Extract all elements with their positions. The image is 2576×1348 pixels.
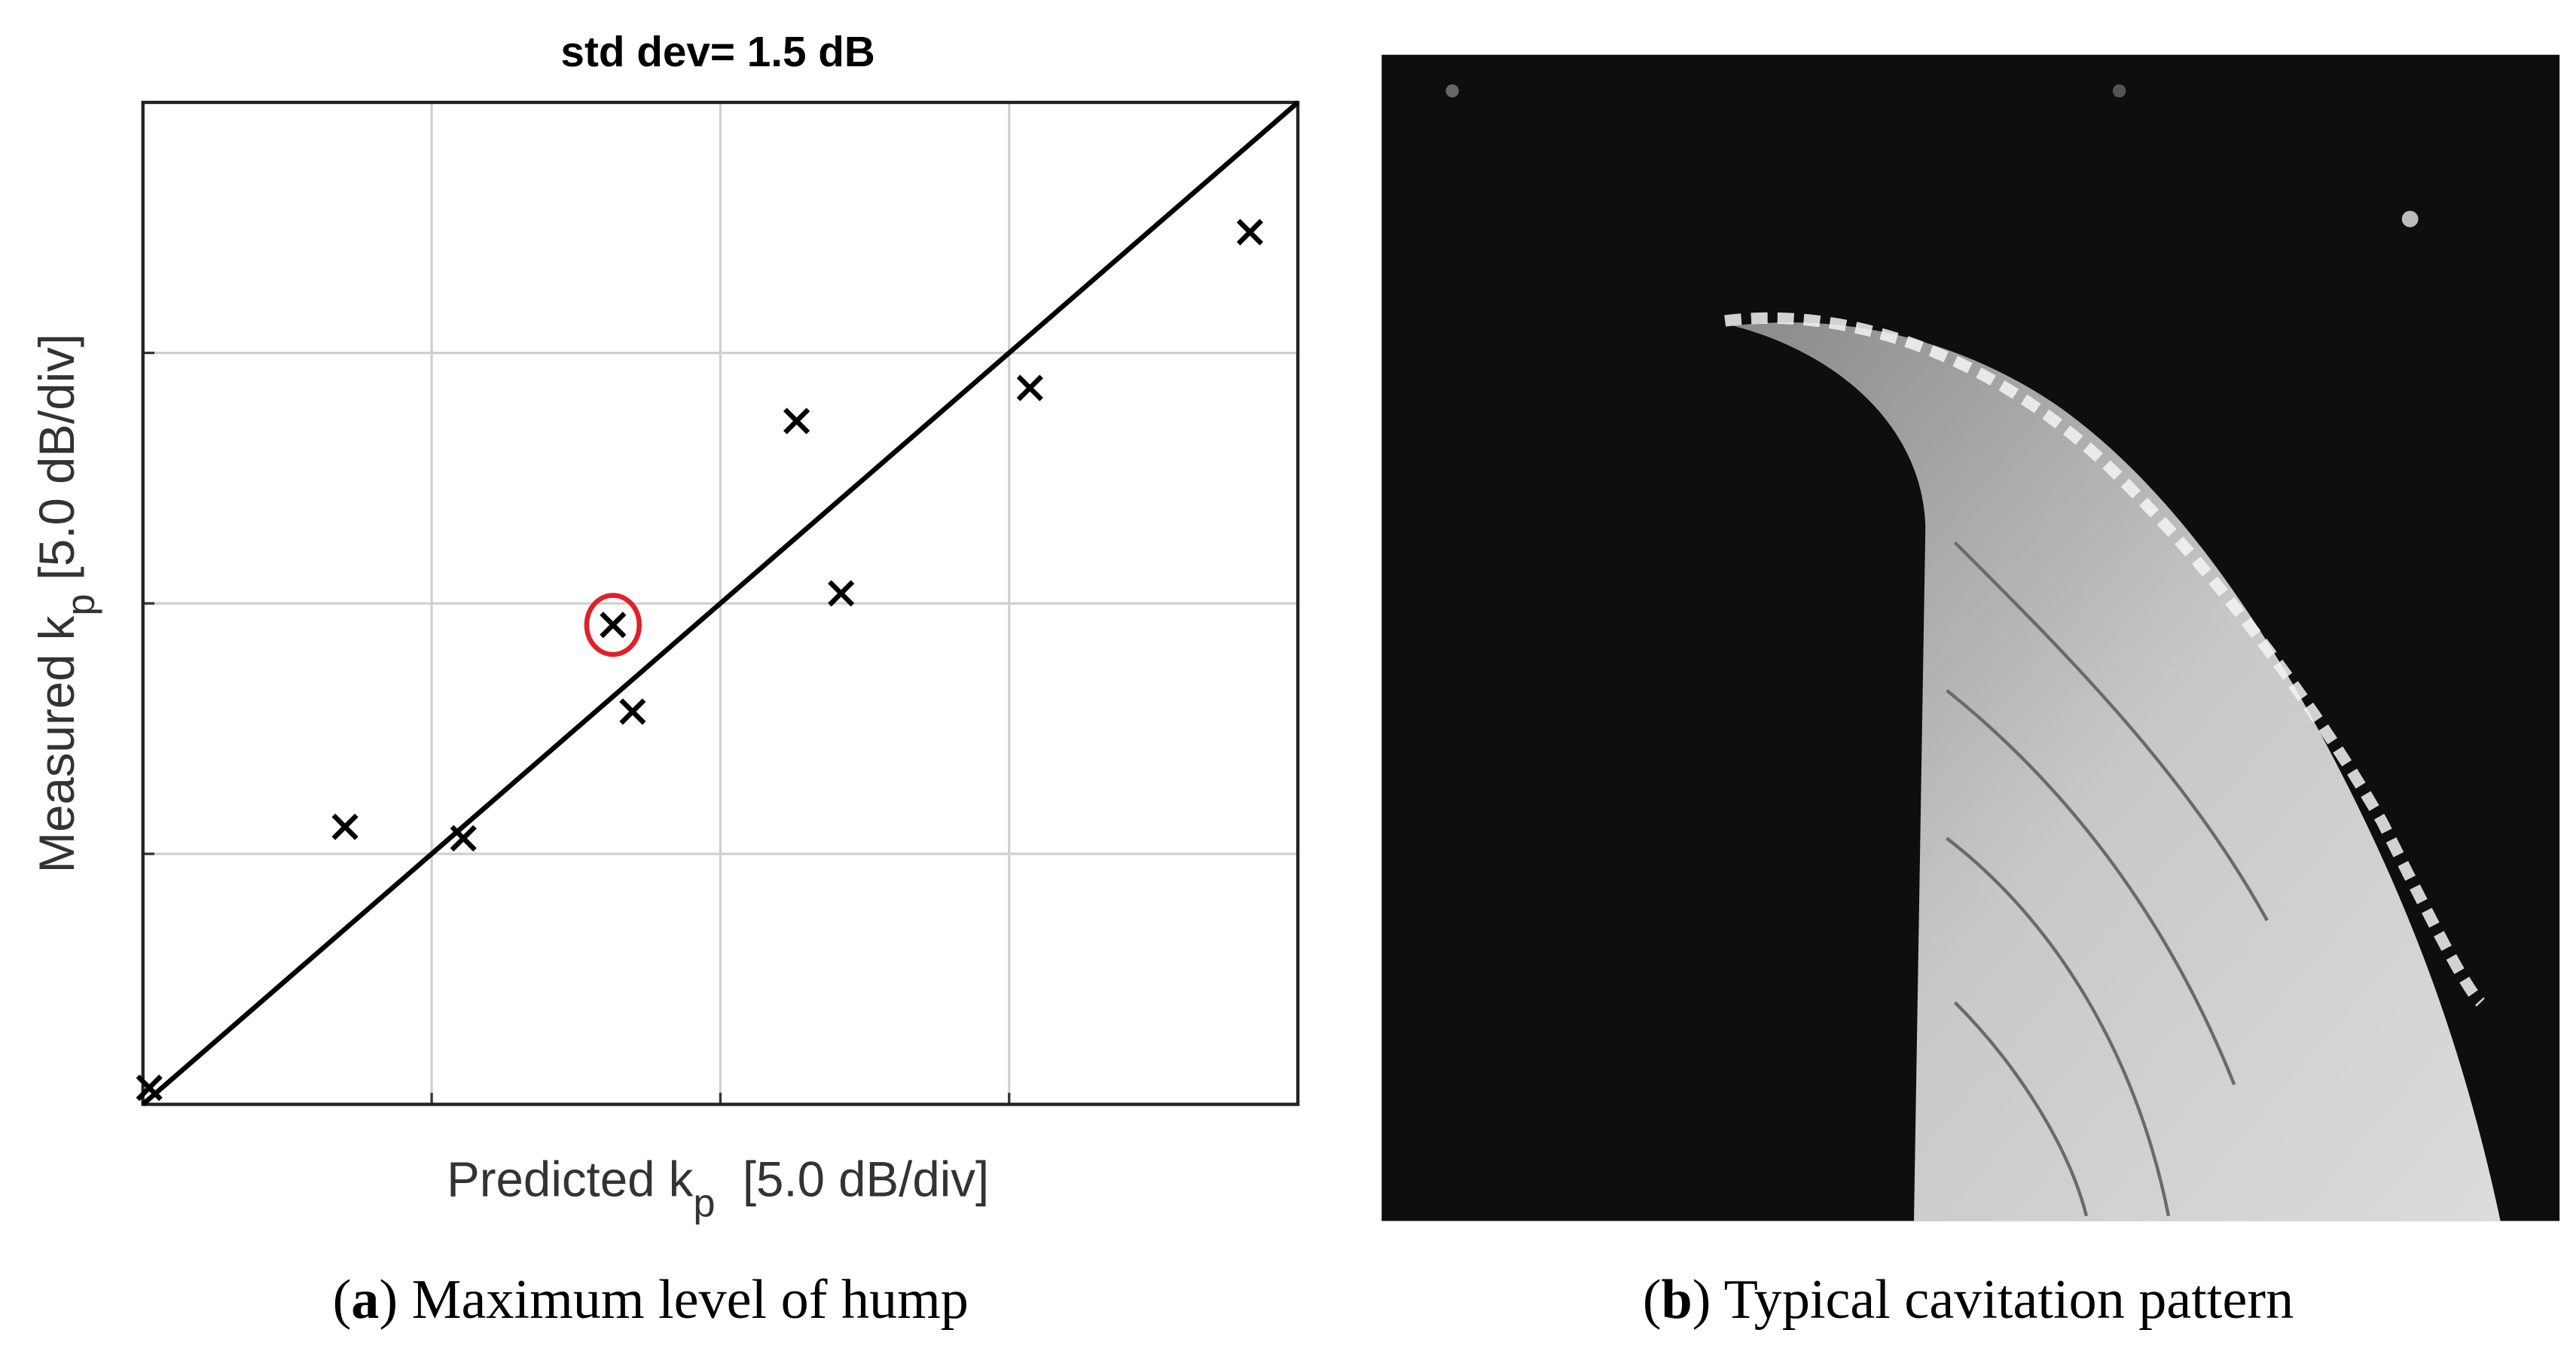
marker [331,813,359,840]
marker [600,611,627,639]
y-axis-label-rest: [5.0 dB/div] [29,334,84,593]
y-axis-label-sub: p [59,593,102,615]
caption-text: ) Maximum level of hump [379,1269,968,1331]
reference-line [141,100,1300,1106]
marker [136,1074,163,1102]
blade [1733,322,2501,1221]
cavitation-edge [1724,312,2486,1007]
marker [450,825,477,852]
marker [783,407,810,435]
chart: std dev= 1.5 dB Predicted kp [5.0 dB/div… [29,29,1300,1225]
marker [1016,374,1043,401]
caption-label: a [351,1269,379,1331]
caption-label: b [1662,1269,1692,1331]
plot-frame [141,100,1300,1106]
caption: (b) Typical cavitation pattern [1643,1269,2294,1331]
blade-lines [1946,541,2269,1217]
bubble [1445,84,1459,98]
chart-title: std dev= 1.5 dB [560,29,874,76]
caption-text: ) Typical cavitation pattern [1692,1269,2294,1331]
caption-open: ( [333,1269,352,1331]
marker [1236,218,1264,246]
caption: (a) Maximum level of hump [333,1269,969,1331]
bubble [2401,210,2419,227]
marker [619,698,646,725]
highlight-circle [584,593,642,657]
y-axis-label: Measured kp [5.0 dB/div] [29,334,102,873]
photo [1381,54,2560,1221]
x-axis-label: Predicted kp [5.0 dB/div] [447,1152,989,1225]
x-axis-label-sub: p [693,1182,715,1225]
x-axis-label-rest: [5.0 dB/div] [716,1152,990,1207]
bubble [2112,84,2126,98]
x-axis-label-main: Predicted k [447,1152,694,1207]
caption-open: ( [1643,1269,1662,1331]
marker [828,580,855,607]
y-axis-label-main: Measured k [29,615,84,873]
